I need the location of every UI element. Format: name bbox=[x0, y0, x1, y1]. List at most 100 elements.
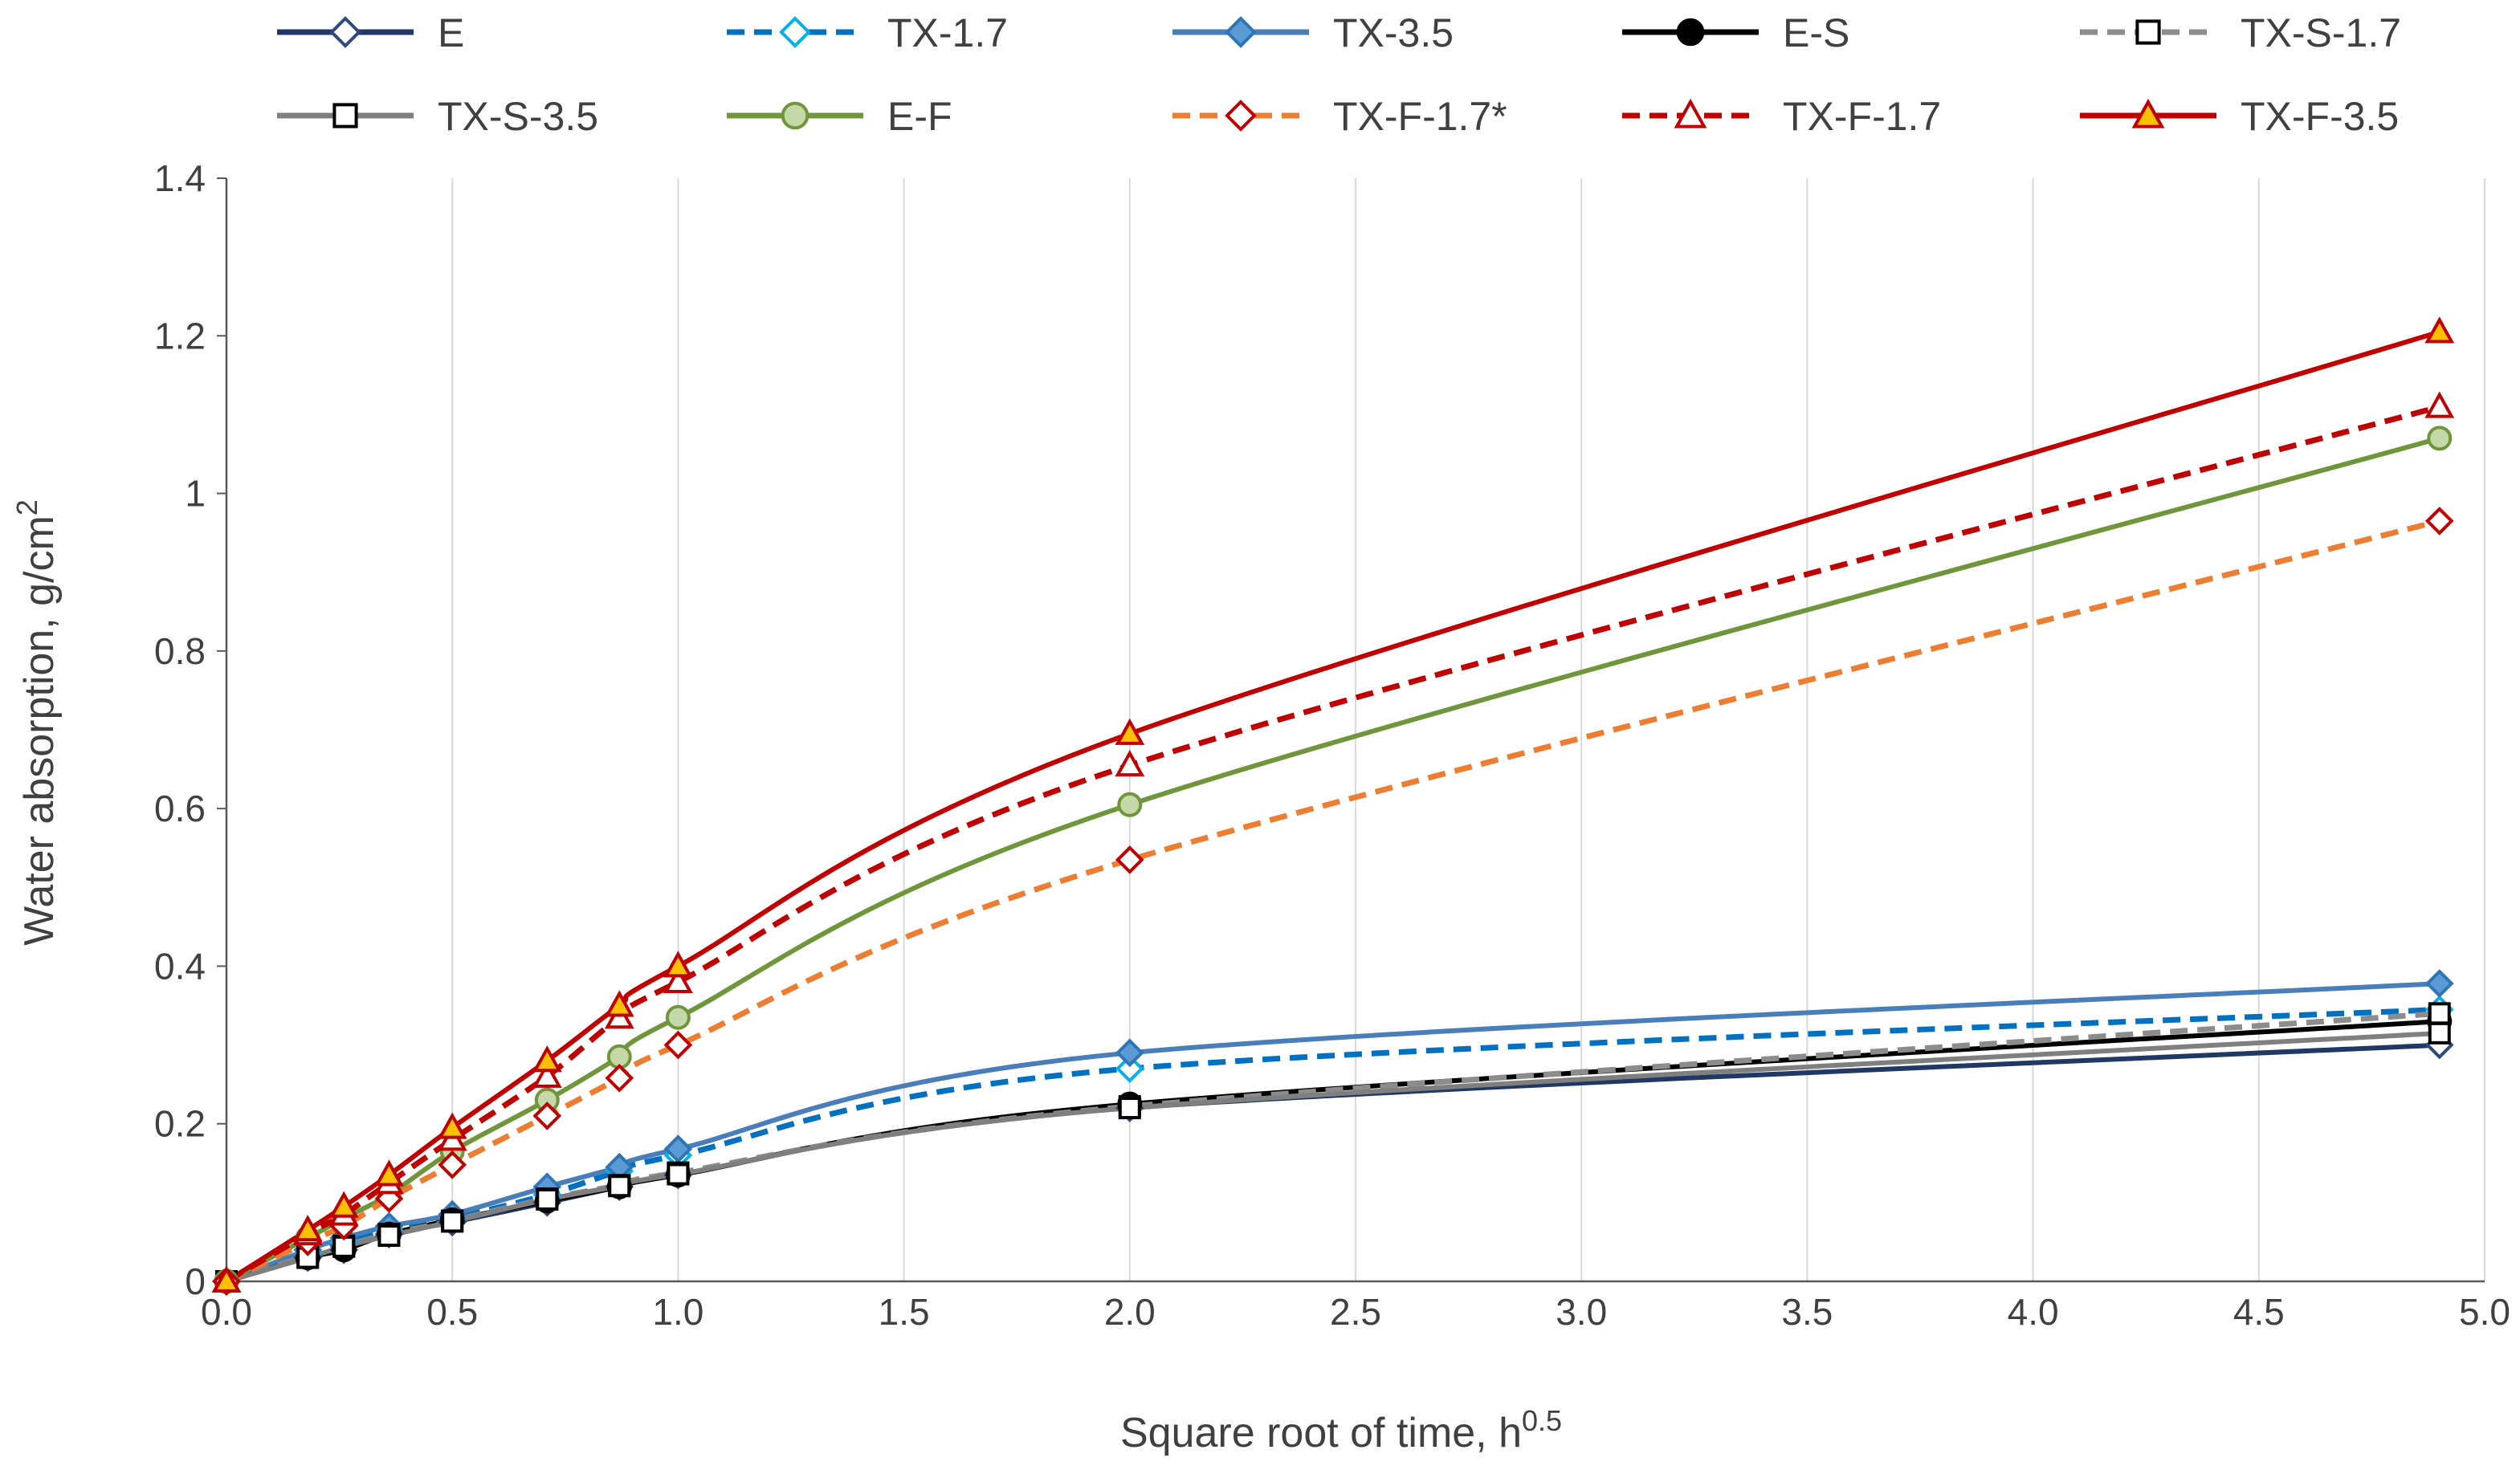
data-point-tx-f-1-7 bbox=[605, 1063, 634, 1093]
x-tick-label: 2.0 bbox=[1104, 1291, 1156, 1333]
legend-label: TX-3.5 bbox=[1333, 10, 1454, 55]
data-point-tx-3-5 bbox=[2424, 969, 2454, 998]
legend-item-tx-f-1-7[interactable]: TX-F-1.7 bbox=[1622, 94, 1941, 139]
legend-item-tx-s-1-7[interactable]: TX-S-1.7 bbox=[2080, 10, 2401, 55]
x-tick-label: 3.0 bbox=[1556, 1291, 1607, 1333]
y-tick-label: 1 bbox=[185, 473, 206, 515]
legend-item-tx-1-7[interactable]: TX-1.7 bbox=[727, 10, 1008, 55]
data-point-tx-f-1-7 bbox=[2424, 507, 2454, 535]
x-tick-label: 1.5 bbox=[879, 1291, 930, 1333]
x-tick-label: 0.0 bbox=[201, 1291, 252, 1333]
legend-label: E-F bbox=[887, 94, 952, 139]
axes bbox=[217, 177, 2485, 1283]
data-point-tx-3-5 bbox=[1115, 1038, 1144, 1068]
y-tick-label: 0.6 bbox=[154, 788, 206, 829]
series-line-tx-f-1-7 bbox=[225, 404, 2440, 1285]
data-point-tx-f-3-5 bbox=[2424, 316, 2455, 344]
grid bbox=[451, 178, 2485, 1281]
y-axis-title: Water absorption, g/cm2 bbox=[10, 499, 63, 946]
data-point-tx-f-1-7 bbox=[532, 1061, 562, 1088]
legend-marker bbox=[2135, 19, 2161, 45]
data-point-tx-f-3-5 bbox=[211, 1265, 242, 1293]
data-point-tx-1-7 bbox=[1115, 1054, 1144, 1083]
data-point-tx-f-3-5 bbox=[374, 1159, 404, 1187]
data-point-tx-f-3-5 bbox=[604, 990, 634, 1017]
data-point-tx-f-3-5 bbox=[663, 951, 693, 978]
legend-label: TX-F-3.5 bbox=[2241, 94, 2399, 139]
legend-label: TX-S-1.7 bbox=[2241, 10, 2401, 55]
legend-item-tx-f-3-5[interactable]: TX-F-3.5 bbox=[2080, 94, 2399, 139]
legend-marker bbox=[329, 16, 361, 48]
legend-marker bbox=[332, 103, 358, 128]
legend-item-tx-f-1-7[interactable]: TX-F-1.7* bbox=[1172, 94, 1507, 139]
series-markers bbox=[211, 316, 2455, 1296]
legend-item-e-s[interactable]: E-S bbox=[1622, 10, 1849, 55]
series-line-e-f bbox=[225, 435, 2440, 1284]
data-point-tx-f-1-7 bbox=[438, 1150, 467, 1179]
data-point-tx-f-1-7 bbox=[1115, 845, 1144, 874]
data-point-tx-f-3-5 bbox=[292, 1215, 323, 1242]
data-point-tx-f-1-7 bbox=[532, 1102, 562, 1130]
series-line-e bbox=[226, 1042, 2440, 1284]
legend-marker bbox=[1676, 18, 1705, 47]
data-point-tx-s-3-5 bbox=[536, 1187, 559, 1211]
data-point-tx-s-3-5 bbox=[2428, 1021, 2451, 1045]
legend-marker bbox=[779, 16, 811, 48]
data-point-tx-f-3-5 bbox=[437, 1112, 467, 1139]
data-point-e-f bbox=[1117, 792, 1143, 817]
data-point-tx-f-1-7 bbox=[663, 1030, 693, 1060]
data-point-tx-f-3-5 bbox=[328, 1191, 359, 1218]
data-point-tx-f-1-7 bbox=[1115, 750, 1145, 777]
y-tick-label: 0.8 bbox=[154, 630, 206, 672]
x-tick-label: 2.5 bbox=[1330, 1291, 1381, 1333]
data-point-tx-s-3-5 bbox=[441, 1210, 464, 1233]
legend-label: E-S bbox=[1783, 10, 1849, 55]
data-point-tx-s-1-7 bbox=[2428, 1002, 2451, 1025]
data-point-e-f bbox=[2427, 426, 2453, 451]
legend-marker bbox=[1225, 16, 1257, 48]
legend-marker bbox=[2131, 98, 2165, 128]
legend-item-tx-s-3-5[interactable]: TX-S-3.5 bbox=[277, 94, 598, 139]
data-point-e-f bbox=[665, 1004, 691, 1030]
legend-label: TX-F-1.7* bbox=[1333, 94, 1507, 139]
x-tick-label: 5.0 bbox=[2459, 1291, 2510, 1333]
y-tick-label: 0 bbox=[185, 1260, 206, 1302]
data-point-tx-s-3-5 bbox=[1118, 1097, 1141, 1120]
data-point-tx-f-3-5 bbox=[532, 1045, 562, 1073]
x-tick-label: 0.5 bbox=[426, 1291, 478, 1333]
legend-item-e[interactable]: E bbox=[277, 10, 464, 55]
data-point-tx-f-3-5 bbox=[1115, 718, 1145, 745]
x-tick-label: 4.0 bbox=[2008, 1291, 2059, 1333]
data-point-tx-f-1-7 bbox=[663, 966, 693, 994]
legend-label: E bbox=[438, 10, 464, 55]
data-point-tx-f-1-7 bbox=[2424, 391, 2455, 418]
series-line-tx-f-1-7 bbox=[225, 518, 2440, 1285]
x-tick-label: 3.5 bbox=[1781, 1291, 1833, 1333]
legend-marker bbox=[1225, 100, 1257, 132]
y-tick-labels: 0 0.2 0.4 0.6 0.8 1 1.2 1.4 bbox=[154, 157, 206, 1302]
legend-item-e-f[interactable]: E-F bbox=[727, 94, 952, 139]
y-tick-label: 1.2 bbox=[154, 315, 206, 356]
y-tick-label: 0.4 bbox=[154, 945, 206, 987]
y-tick-label: 1.4 bbox=[154, 157, 206, 199]
legend-label: TX-S-3.5 bbox=[438, 94, 598, 139]
x-tick-label: 1.0 bbox=[652, 1291, 703, 1333]
x-tick-label: 4.5 bbox=[2233, 1291, 2285, 1333]
series-line-tx-f-3-5 bbox=[225, 329, 2440, 1284]
series-line-tx-3-5 bbox=[225, 981, 2440, 1284]
x-tick-labels: 0.0 0.5 1.0 1.5 2.0 2.5 3.0 3.5 4.0 4.5 5.0 bbox=[201, 1291, 2510, 1333]
legend-item-tx-3-5[interactable]: TX-3.5 bbox=[1172, 10, 1454, 55]
legend-label: TX-1.7 bbox=[887, 10, 1008, 55]
legend-marker bbox=[781, 101, 809, 130]
legend: E TX-1.7 TX-3.5 E-S TX-S-1.7 TX-S-3.5 E-F TX-F-… bbox=[277, 10, 2401, 139]
x-axis-title: Square root of time, h0.5 bbox=[1120, 1404, 1562, 1456]
data-point-tx-3-5 bbox=[663, 1134, 693, 1163]
series-lines bbox=[225, 329, 2440, 1285]
legend-label: TX-F-1.7 bbox=[1783, 94, 1941, 139]
legend-marker bbox=[1674, 98, 1707, 128]
y-tick-label: 0.2 bbox=[154, 1103, 206, 1145]
data-point-tx-s-3-5 bbox=[377, 1224, 401, 1248]
data-point-tx-s-3-5 bbox=[608, 1175, 631, 1198]
data-point-tx-s-3-5 bbox=[667, 1163, 690, 1186]
